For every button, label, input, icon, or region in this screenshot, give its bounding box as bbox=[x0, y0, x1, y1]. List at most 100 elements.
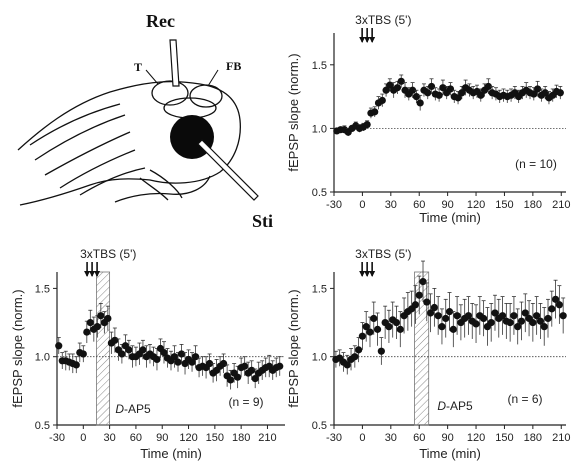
stimulus-arrow-head bbox=[89, 271, 96, 277]
stimulus-arrow-head bbox=[364, 271, 371, 277]
data-point bbox=[393, 84, 402, 92]
x-tick-label: 90 bbox=[442, 432, 454, 444]
data-point bbox=[366, 328, 374, 336]
schematic-label-sti: Sti bbox=[252, 211, 273, 231]
x-tick-label: -30 bbox=[326, 199, 342, 211]
data-point bbox=[93, 323, 101, 331]
drug-label: D-AP5 bbox=[437, 399, 473, 413]
data-point bbox=[408, 86, 417, 94]
x-tick-label: 150 bbox=[495, 199, 513, 211]
data-point bbox=[510, 312, 518, 320]
y-tick-label: 1.0 bbox=[35, 352, 50, 364]
x-axis-label: Time (min) bbox=[419, 210, 481, 225]
y-axis-label: fEPSP slope (norm.) bbox=[286, 53, 301, 171]
data-point bbox=[415, 291, 423, 299]
x-tick-label: 180 bbox=[524, 199, 542, 211]
data-point bbox=[480, 314, 488, 323]
data-point bbox=[373, 325, 382, 333]
data-point bbox=[498, 312, 507, 320]
x-tick-label: 60 bbox=[130, 432, 142, 444]
data-point bbox=[241, 362, 249, 370]
stimulus-arrow-head bbox=[369, 271, 376, 277]
chart-panel-bottom-right: 0.5 1.0 1.5 -30 0 30 60 90 120 150 180 210 Time (min… bbox=[286, 247, 570, 461]
data-point bbox=[445, 308, 454, 316]
data-point bbox=[491, 309, 499, 317]
sample-size-label: (n = 9) bbox=[228, 395, 263, 409]
brain-inner-outline bbox=[163, 97, 217, 119]
x-tick-label: 120 bbox=[467, 199, 485, 211]
x-axis-label: Time (min) bbox=[140, 446, 202, 461]
stimulus-arrow-head bbox=[94, 271, 101, 277]
data-point bbox=[55, 342, 63, 350]
data-point bbox=[363, 120, 371, 129]
data-point bbox=[423, 298, 431, 306]
brain-tectum-outline bbox=[151, 80, 189, 106]
drug-application-bar bbox=[96, 271, 111, 426]
fish-jaw-outline bbox=[114, 175, 211, 203]
data-point bbox=[536, 317, 545, 325]
data-point bbox=[97, 312, 105, 320]
y-tick-label: 0.5 bbox=[35, 420, 50, 432]
data-point bbox=[540, 323, 548, 331]
x-tick-label: 210 bbox=[552, 199, 570, 211]
data-point bbox=[529, 318, 537, 327]
data-point bbox=[351, 353, 359, 361]
data-point bbox=[174, 358, 182, 366]
stimulus-arrow-head bbox=[359, 37, 366, 43]
y-axis-label: fEPSP slope (norm.) bbox=[10, 289, 25, 407]
fish-stripe bbox=[44, 131, 131, 176]
data-point bbox=[506, 318, 514, 327]
x-tick-label: 60 bbox=[413, 199, 425, 211]
data-point bbox=[430, 303, 438, 312]
data-point bbox=[191, 353, 200, 361]
y-tick-label: 1.0 bbox=[312, 352, 327, 364]
data-point bbox=[83, 328, 91, 336]
y-axis-label: fEPSP slope (norm.) bbox=[286, 289, 301, 407]
data-point bbox=[227, 376, 235, 384]
data-point bbox=[125, 346, 133, 354]
stimulus-arrow-head bbox=[359, 271, 366, 277]
fish-fin-outline bbox=[149, 169, 183, 199]
x-tick-label: -30 bbox=[49, 432, 65, 444]
drug-label: D-AP5 bbox=[115, 402, 151, 416]
data-point bbox=[453, 312, 461, 320]
data-point bbox=[111, 336, 119, 344]
x-tick-label: 210 bbox=[258, 432, 276, 444]
y-tick-label: 1.5 bbox=[35, 283, 50, 295]
fish-stripe bbox=[59, 149, 136, 189]
data-point bbox=[419, 277, 427, 286]
x-tick-label: 30 bbox=[385, 432, 397, 444]
x-tick-label: 210 bbox=[552, 432, 570, 444]
data-point bbox=[382, 86, 390, 94]
data-point bbox=[544, 314, 552, 323]
stimulus-label: 3xTBS (5') bbox=[80, 247, 136, 261]
data-point bbox=[548, 305, 556, 313]
data-point bbox=[248, 366, 256, 374]
data-point bbox=[517, 317, 526, 325]
data-point bbox=[160, 348, 168, 357]
schematic-label-t: T bbox=[134, 60, 142, 74]
x-tick-label: 180 bbox=[524, 432, 542, 444]
data-point bbox=[370, 314, 378, 323]
data-point bbox=[449, 325, 457, 333]
data-point bbox=[533, 312, 541, 320]
fish-stripe bbox=[29, 103, 121, 146]
data-point bbox=[477, 91, 485, 99]
sample-size-label: (n = 10) bbox=[515, 157, 557, 171]
data-point bbox=[541, 89, 549, 97]
data-point bbox=[397, 77, 405, 85]
sample-size-label: (n = 6) bbox=[507, 392, 542, 406]
data-point bbox=[362, 323, 370, 331]
data-point bbox=[220, 359, 228, 368]
data-point bbox=[358, 332, 367, 340]
fish-fin-outline bbox=[139, 177, 169, 201]
x-tick-label: -30 bbox=[326, 432, 342, 444]
x-tick-label: 60 bbox=[413, 432, 425, 444]
data-point bbox=[438, 323, 446, 331]
x-tick-label: 90 bbox=[442, 199, 454, 211]
data-point bbox=[118, 350, 126, 358]
schematic-label-fb: FB bbox=[226, 59, 241, 73]
data-point bbox=[188, 358, 196, 366]
data-point bbox=[551, 295, 560, 303]
x-tick-label: 180 bbox=[232, 432, 250, 444]
